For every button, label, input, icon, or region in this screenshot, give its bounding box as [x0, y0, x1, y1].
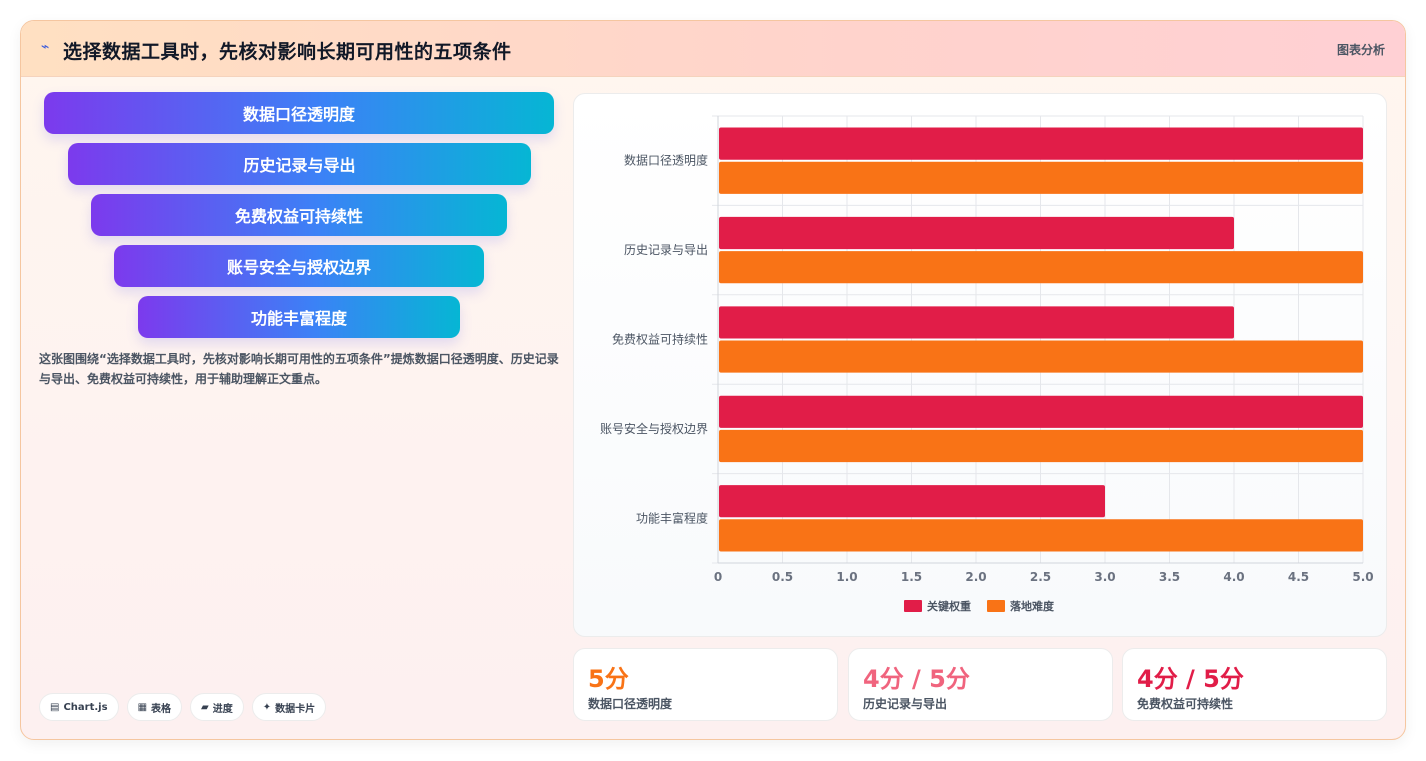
database-icon: ▤	[50, 701, 60, 713]
y-tick-label: 免费权益可持续性	[612, 332, 708, 347]
bar	[719, 395, 1363, 428]
tech-chips: ▤ Chart.js ▦ 表格 ▰ 进度 ✦ 数据卡片	[39, 693, 327, 721]
bolt-icon: ⌁	[41, 39, 50, 55]
x-tick-label: 5.0	[1352, 570, 1373, 584]
chip-data-card[interactable]: ✦ 数据卡片	[251, 693, 327, 721]
progress-icon: ▰	[201, 701, 209, 713]
page-title: 选择数据工具时，先核对影响长期可用性的五项条件	[63, 41, 512, 63]
bar	[719, 251, 1363, 284]
funnel-item-1: 数据口径透明度	[44, 92, 554, 134]
stat-value: 4分 / 5分	[1137, 665, 1244, 693]
bar	[719, 216, 1234, 250]
legend-swatch	[904, 600, 922, 612]
stat-label: 数据口径透明度	[588, 697, 673, 711]
chip-label: 进度	[212, 703, 233, 715]
x-tick-label: 0.5	[772, 570, 793, 584]
legend-label: 落地难度	[1010, 599, 1055, 613]
chip-progress[interactable]: ▰ 进度	[190, 693, 244, 721]
card-header: ⌁ 选择数据工具时，先核对影响长期可用性的五项条件 图表分析	[21, 21, 1405, 77]
chip-table[interactable]: ▦ 表格	[126, 693, 183, 721]
sparkle-icon: ✦	[262, 701, 272, 713]
funnel-item-2: 历史记录与导出	[68, 143, 531, 185]
x-tick-label: 3.5	[1159, 570, 1180, 584]
x-tick-label: 2.5	[1030, 570, 1051, 584]
x-tick-label: 4.5	[1288, 570, 1309, 584]
y-tick-label: 历史记录与导出	[624, 243, 708, 257]
stat-card-1: 5分 数据口径透明度	[573, 648, 838, 721]
main-card: ⌁ 选择数据工具时，先核对影响长期可用性的五项条件 图表分析 数据口径透明度 历…	[20, 20, 1406, 740]
stat-card-3: 4分 / 5分 免费权益可持续性	[1122, 648, 1387, 721]
chip-label: 数据卡片	[275, 703, 316, 715]
bar	[719, 127, 1363, 160]
bar-chart: 0 0.5 1.0 1.5 2.0 2.5 3.0 3.5 4.0 4.5 5.0 数据口径透明度历史…	[600, 115, 1374, 613]
chip-label: 表格	[151, 703, 172, 715]
bar	[719, 306, 1234, 339]
legend-label: 关键权重	[927, 599, 971, 613]
chart-panel: 0 0.5 1.0 1.5 2.0 2.5 3.0 3.5 4.0 4.5 5.0 数据口径透明度 历史…	[573, 93, 1387, 637]
stat-value: 5分	[588, 665, 629, 693]
chart-description: 这张图围绕“选择数据工具时，先核对影响长期可用性的五项条件”提炼数据口径透明度、…	[39, 352, 559, 386]
x-tick-label: 1.0	[836, 570, 857, 584]
y-tick-label: 账号安全与授权边界	[600, 421, 708, 436]
x-tick-label: 3.0	[1094, 570, 1115, 584]
x-tick-label: 4.0	[1223, 570, 1244, 584]
funnel-item-3: 免费权益可持续性	[91, 194, 507, 236]
chart-analysis-tag: 图表分析	[1336, 43, 1385, 57]
bar	[719, 161, 1363, 194]
legend-swatch	[987, 600, 1005, 612]
funnel-item-4: 账号安全与授权边界	[114, 245, 484, 287]
x-tick-label: 0	[714, 570, 722, 584]
y-tick-label: 功能丰富程度	[636, 510, 708, 525]
bar	[719, 519, 1363, 552]
stat-value: 4分 / 5分	[863, 665, 970, 693]
chip-chartjs[interactable]: ▤ Chart.js	[39, 693, 119, 721]
x-tick-label: 1.5	[901, 570, 922, 584]
stat-label: 免费权益可持续性	[1137, 697, 1234, 711]
funnel-item-5: 功能丰富程度	[138, 296, 460, 338]
stat-card-2: 4分 / 5分 历史记录与导出	[848, 648, 1113, 721]
bar	[719, 429, 1363, 463]
x-tick-label: 2.0	[965, 570, 986, 584]
y-tick-label: 数据口径透明度	[624, 153, 708, 168]
stat-label: 历史记录与导出	[863, 697, 948, 711]
table-icon: ▦	[137, 701, 148, 713]
bar	[719, 485, 1105, 518]
chip-label: Chart.js	[63, 701, 108, 713]
bar	[719, 340, 1363, 373]
